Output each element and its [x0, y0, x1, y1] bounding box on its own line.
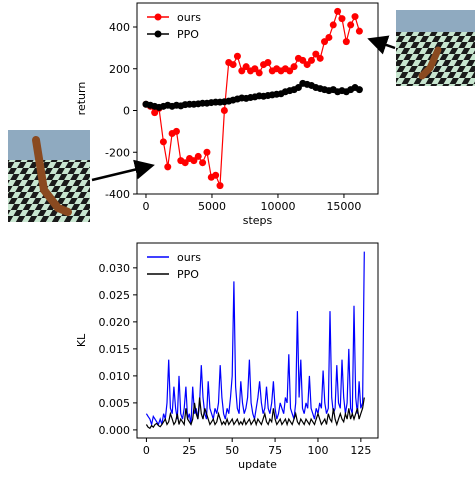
point [164, 163, 172, 171]
x-tick-label: 25 [182, 444, 196, 457]
point [190, 157, 198, 165]
point [329, 21, 337, 29]
point [159, 138, 167, 146]
legend-label: ours [177, 251, 201, 264]
axes-frame [136, 242, 379, 439]
point [316, 54, 324, 62]
point [216, 182, 224, 190]
series-line [145, 251, 365, 427]
y-tick-label: 0.015 [99, 343, 131, 356]
y-axis-label: KL [75, 333, 88, 347]
x-tick-label: 0 [143, 444, 150, 457]
y-tick-label: 0.010 [99, 370, 131, 383]
y-axis-label: return [75, 82, 88, 116]
point [194, 152, 202, 160]
legend-label: PPO [177, 268, 199, 281]
point [212, 171, 220, 179]
point [347, 21, 355, 29]
point [290, 63, 298, 71]
legend-marker [154, 13, 162, 21]
inset-right [396, 10, 475, 86]
point [355, 86, 363, 94]
y-tick-label: 0.030 [99, 262, 131, 275]
point [199, 159, 207, 167]
point [325, 33, 333, 41]
point [181, 159, 189, 167]
point [255, 69, 263, 77]
point [286, 67, 294, 75]
y-tick-label: 0.005 [99, 397, 131, 410]
point [172, 127, 180, 135]
arrow [367, 35, 396, 55]
point [242, 63, 250, 71]
legend-label: PPO [177, 28, 199, 41]
x-tick-label: 50 [225, 444, 239, 457]
point [299, 56, 307, 64]
point [220, 107, 228, 115]
point [321, 38, 329, 46]
point [229, 61, 237, 69]
plot-area [142, 7, 363, 190]
legend-marker [154, 30, 162, 38]
x-axis-label: steps [243, 214, 273, 227]
point [294, 84, 302, 92]
inset-left [8, 130, 90, 222]
point [307, 56, 315, 64]
y-tick-label: 400 [109, 21, 130, 34]
axes-frame [136, 2, 379, 195]
x-tick-label: 10000 [260, 200, 295, 213]
x-tick-label: 100 [307, 444, 328, 457]
point [351, 13, 359, 21]
x-tick-label: 5000 [198, 200, 226, 213]
point [203, 148, 211, 156]
y-tick-label: 200 [109, 63, 130, 76]
arrow [91, 159, 155, 182]
y-tick-label: 0.000 [99, 424, 131, 437]
point [303, 61, 311, 69]
y-tick-label: 0 [123, 105, 130, 118]
legend-label: ours [177, 11, 201, 24]
point [151, 109, 159, 117]
x-axis-label: update [238, 458, 277, 471]
series-line [145, 397, 365, 430]
point [238, 67, 246, 75]
y-tick-label: 0.025 [99, 289, 131, 302]
point [312, 50, 320, 58]
x-tick-label: 75 [268, 444, 282, 457]
point [338, 15, 346, 23]
y-tick-label: -200 [105, 146, 130, 159]
y-tick-label: 0.020 [99, 316, 131, 329]
point [334, 7, 342, 15]
x-tick-label: 0 [142, 200, 149, 213]
x-tick-label: 15000 [326, 200, 361, 213]
x-tick-label: 125 [350, 444, 371, 457]
plot-area [145, 251, 365, 430]
point [233, 52, 241, 60]
point [264, 58, 272, 66]
point [342, 38, 350, 46]
point [355, 27, 363, 35]
point [251, 65, 259, 73]
y-tick-label: -400 [105, 188, 130, 201]
